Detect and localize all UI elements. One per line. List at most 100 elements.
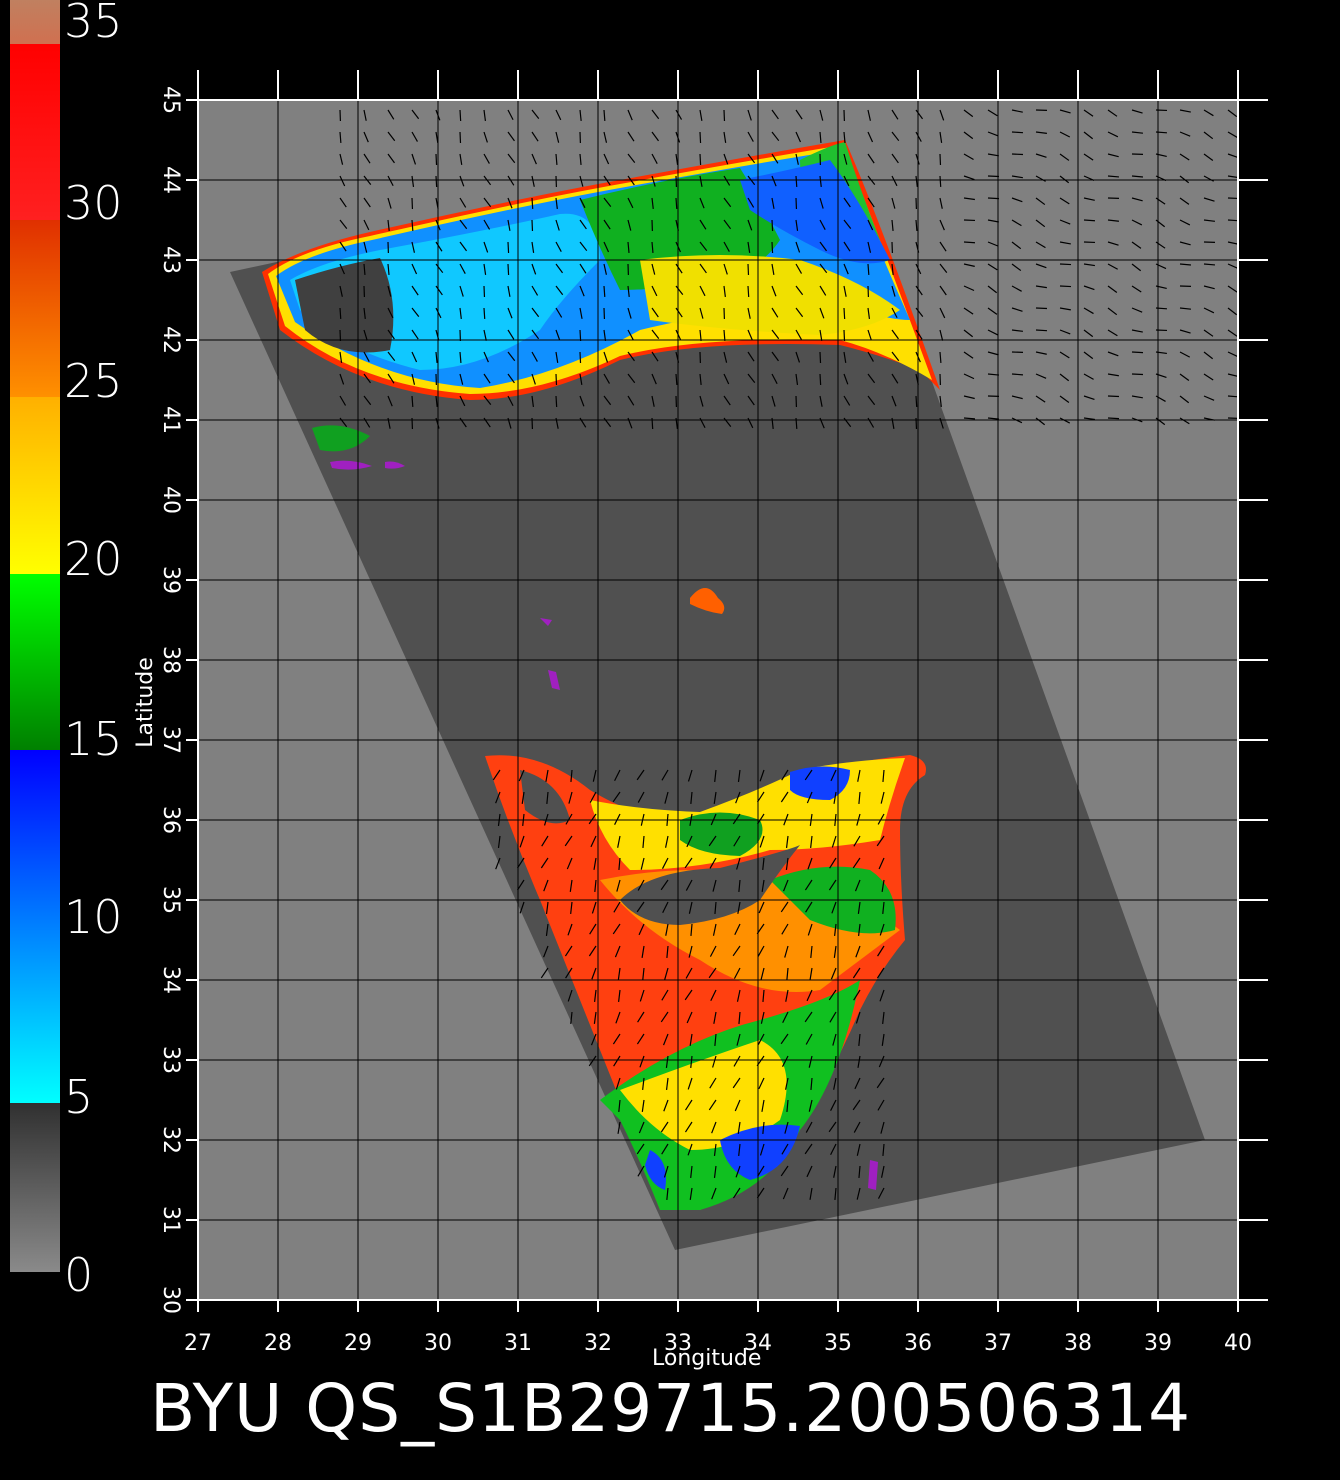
- wind-vector: [857, 1055, 861, 1068]
- wind-vector: [963, 307, 974, 315]
- wind-vector: [459, 263, 466, 274]
- wind-vector: [363, 153, 371, 164]
- lat-tick-label: 32: [158, 1126, 183, 1154]
- wind-vector: [363, 263, 366, 276]
- wind-vector: [1203, 285, 1215, 290]
- wind-vector: [543, 945, 549, 958]
- wind-vector: [699, 197, 705, 209]
- wind-vector: [867, 109, 871, 121]
- wind-vector: [939, 241, 947, 252]
- wind-vector: [666, 945, 669, 959]
- wind-vector: [411, 109, 420, 120]
- wind-vector: [1179, 263, 1192, 266]
- wind-vector: [339, 351, 343, 363]
- wind-vector: [747, 219, 753, 231]
- wind-vector: [507, 373, 515, 384]
- wind-vector: [747, 351, 755, 362]
- wind-vector: [1227, 131, 1238, 139]
- lon-tick-label: 33: [664, 1331, 692, 1356]
- wind-vector: [833, 791, 837, 804]
- wind-vector: [684, 857, 693, 869]
- wind-vector: [1059, 351, 1070, 359]
- wind-vector: [627, 395, 635, 406]
- wind-vector: [761, 1099, 765, 1112]
- wind-vector: [637, 1011, 645, 1023]
- wind-vector: [867, 241, 872, 253]
- wind-vector: [760, 1011, 765, 1024]
- wind-vector: [687, 1143, 693, 1156]
- wind-vector: [709, 1077, 717, 1089]
- wind-vector: [568, 791, 573, 804]
- wind-vector: [782, 1011, 789, 1024]
- wind-vector: [661, 769, 669, 781]
- wind-vector: [915, 395, 918, 408]
- wind-vector: [1107, 351, 1119, 357]
- lon-tick-label: 39: [1144, 1331, 1172, 1356]
- wind-vector: [641, 945, 645, 958]
- south-wind-field: [485, 755, 926, 1210]
- wind-vector: [843, 329, 846, 342]
- wind-vector: [782, 1187, 789, 1200]
- wind-vector: [736, 989, 741, 1002]
- wind-vector: [411, 219, 414, 232]
- wind-vector: [614, 769, 621, 781]
- wind-vector: [1059, 241, 1071, 245]
- wind-vector: [588, 813, 597, 825]
- wind-vector: [687, 769, 693, 782]
- wind-vector: [1083, 131, 1094, 140]
- wind-vector: [867, 329, 872, 341]
- wind-vector: [459, 307, 462, 319]
- wind-vector: [593, 857, 597, 870]
- wind-vector: [1011, 263, 1022, 272]
- wind-vector: [1131, 219, 1143, 226]
- wind-vector: [612, 791, 621, 803]
- wind-vector: [806, 989, 813, 1002]
- wind-vector: [915, 307, 924, 318]
- wind-vector: [483, 373, 491, 384]
- wind-vector: [723, 241, 730, 252]
- wind-vector: [507, 395, 514, 407]
- lon-tick-label: 38: [1064, 1331, 1092, 1356]
- wind-vector: [579, 197, 586, 209]
- wind-vector: [617, 835, 621, 848]
- wind-vector: [363, 197, 371, 208]
- wind-vector: [709, 857, 717, 869]
- wind-vector: [891, 219, 894, 232]
- wind-vector: [640, 857, 645, 870]
- wind-vector: [579, 329, 582, 342]
- wind-vector: [771, 109, 779, 120]
- wind-vector: [570, 1011, 573, 1024]
- wind-vector: [675, 153, 679, 165]
- wind-vector: [411, 285, 419, 296]
- wind-vector: [565, 813, 573, 825]
- wind-vector: [939, 175, 942, 188]
- wind-vector: [879, 989, 885, 1002]
- wind-vector: [555, 285, 564, 296]
- lat-tick-label: 33: [158, 1046, 183, 1074]
- wind-vector: [689, 1187, 693, 1200]
- wind-vector: [651, 329, 660, 340]
- wind-vector: [483, 307, 486, 320]
- wind-vector: [699, 219, 707, 230]
- wind-vector: [915, 329, 923, 340]
- wind-vector: [663, 1099, 669, 1112]
- wind-vector: [1131, 329, 1143, 333]
- wind-vector: [831, 835, 837, 848]
- wind-vector: [685, 1099, 693, 1111]
- wind-vector: [963, 417, 976, 420]
- wind-vector: [1179, 307, 1192, 310]
- wind-vector: [363, 373, 372, 384]
- wind-vector: [387, 307, 394, 319]
- lat-tick-label: 31: [158, 1206, 183, 1234]
- wind-vector: [880, 791, 885, 804]
- wind-vector: [857, 769, 861, 782]
- wind-vector: [757, 813, 765, 825]
- wind-vector: [963, 109, 974, 118]
- wind-vector: [709, 945, 717, 957]
- wind-vector: [636, 1033, 645, 1045]
- wind-vector: [819, 307, 825, 319]
- wind-vector: [660, 1121, 669, 1133]
- wind-vector: [834, 923, 837, 936]
- wind-vector: [771, 241, 774, 254]
